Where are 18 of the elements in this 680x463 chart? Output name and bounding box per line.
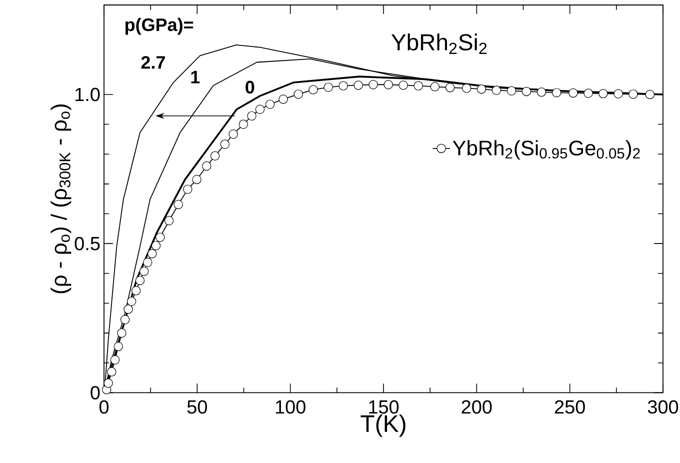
annotation: p(GPa)= <box>126 18 194 35</box>
x-tick-label: 250 <box>554 400 585 414</box>
annotation: 1 <box>191 70 200 84</box>
annotation: 0 <box>246 80 254 94</box>
x-tick-label: 0 <box>99 400 109 414</box>
x-axis-title: T(K) <box>360 414 406 437</box>
x-tick-label: 300 <box>648 400 678 414</box>
x-tick-label: 50 <box>187 400 207 414</box>
legend-label: YbRh$_{2}$(Si$_{0.95}$Ge$_{0.05}$)$_{2}$ <box>452 140 640 160</box>
annotation: 2.7 <box>141 56 165 69</box>
x-tick-label: 150 <box>369 400 399 414</box>
x-tick-label: 100 <box>276 400 306 414</box>
y-tick-label: 1.0 <box>76 88 100 102</box>
y-tick-label: 0 <box>90 386 100 400</box>
annotation: YbRh$_{2}$Si$_{2}$ <box>391 34 487 54</box>
x-tick-label: 200 <box>462 400 492 414</box>
y-tick-label: 0.5 <box>74 236 100 250</box>
y-axis-title: (ρ - ρ$_{o}$) / (ρ$_{300K}$ - ρ$_{o}$) <box>50 104 72 294</box>
